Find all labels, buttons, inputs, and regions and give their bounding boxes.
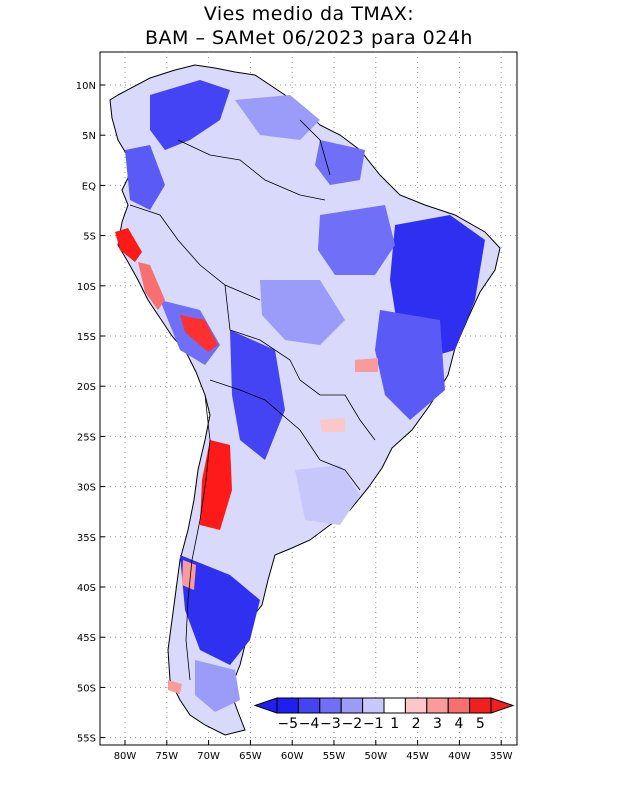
colorbar-swatch [469,697,492,714]
colorbar-swatch [276,697,299,714]
colorbar-label: −4 [299,716,320,732]
border-argentina-north [209,379,321,461]
lat-tick-label: 10S [77,282,96,293]
lat-tick-label: 20S [77,382,96,393]
border-bolivia [224,284,301,381]
border-colombia-brazil [177,139,326,201]
longitude-axis: 80W 75W 70W 65W 60W 55W 50W 45W 40W 35W [114,740,513,762]
blob-south-tip [195,660,240,712]
lon-tick-label: 55W [323,751,346,762]
border-uruguay [319,459,361,491]
latitude-axis: 10N 5N EQ 5S 10S 15S 20S 25S 30S 35S 40S 45S 50S 55S [76,81,105,745]
red-south-peru [180,315,218,352]
lon-tick-label: 50W [364,751,387,762]
colorbar-swatch [297,697,321,714]
colorbar-label: 3 [433,716,442,732]
country-borders [129,119,376,681]
border-peru [129,204,261,301]
red-parana [320,418,345,432]
colorbar-swatch [404,697,428,714]
map-title-line1: Vies medio da TMAX: [203,3,415,25]
colorbar-swatch [319,697,342,714]
blob-uruguay [295,465,360,525]
lat-tick-label: 45S [77,633,96,644]
lat-tick-label: 15S [77,332,96,343]
lon-tick-label: 40W [448,751,471,762]
lat-tick-label: 40S [77,583,96,594]
blob-patagonia [180,555,260,665]
lat-tick-label: 5S [83,232,96,243]
colorbar-swatch [447,697,471,714]
bias-field [115,80,485,712]
colorbar-label: −3 [320,716,341,732]
lat-tick-label: 25S [77,432,96,443]
colorbar-swatch [340,697,364,714]
blob-venezuela [235,95,320,140]
lat-tick-label: 5N [82,131,96,142]
blob-minas [375,310,445,420]
colorbar-label: 2 [412,716,421,732]
colorbar: −5 −4 −3 −2 −1 1 2 3 4 5 [253,697,515,732]
colorbar-arrow-right [490,697,515,714]
border-paraguay [299,379,376,441]
red-tierra [168,680,182,694]
red-peru-andes [138,262,165,310]
lon-tick-label: 70W [197,751,220,762]
lon-tick-label: 65W [239,751,262,762]
lon-tick-label: 45W [406,751,429,762]
border-chile-argentina [185,394,211,681]
red-chile-south [182,560,196,590]
colorbar-label: −5 [277,716,298,732]
lon-tick-label: 80W [114,751,137,762]
blob-mato-grosso [260,280,345,345]
lat-tick-label: 35S [77,533,96,544]
lat-tick-label: 30S [77,483,96,494]
lat-tick-label: 10N [76,81,96,92]
red-sao-paulo [355,358,378,372]
blob-central-amazon [318,205,395,275]
red-peru-coast [115,228,142,262]
lon-tick-label: 75W [155,751,178,762]
colorbar-swatch [362,697,385,714]
map-title-line2: BAM – SAMet 06/2023 para 024h [145,27,473,49]
blob-guianas [315,140,365,185]
blob-ecuador [125,145,165,210]
lat-tick-label: 55S [77,734,96,745]
colorbar-swatch [426,697,449,714]
colorbar-label: 4 [454,716,463,732]
colorbar-swatch [383,697,406,714]
lon-tick-label: 35W [490,751,513,762]
blob-bolivia-argentina [230,330,285,460]
colorbar-label: −1 [363,716,384,732]
lon-tick-label: 60W [281,751,304,762]
colorbar-label: 5 [476,716,485,732]
lat-tick-label: EQ [82,181,96,192]
colorbar-label: −2 [342,716,363,732]
colorbar-label: 1 [390,716,399,732]
border-venezuela-guyana [299,119,331,176]
blob-north-colombia [150,80,230,150]
lat-tick-label: 50S [77,683,96,694]
